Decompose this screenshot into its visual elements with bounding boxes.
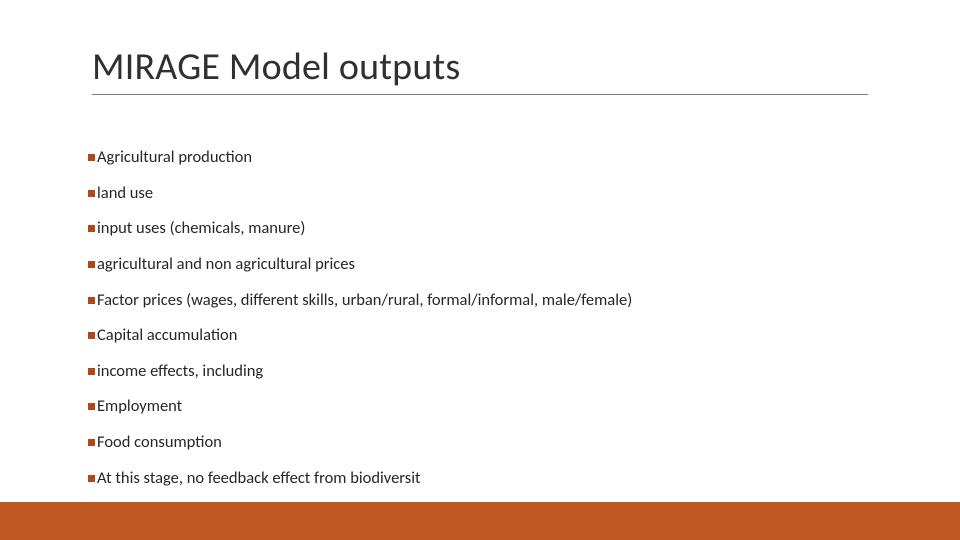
list-item: Capital accumulation bbox=[88, 326, 868, 344]
list-item: agricultural and non agricultural prices bbox=[88, 255, 868, 273]
square-bullet-icon bbox=[88, 332, 95, 339]
list-item: input uses (chemicals, manure) bbox=[88, 219, 868, 237]
list-item-text: agricultural and non agricultural prices bbox=[97, 255, 355, 273]
title-block: MIRAGE Model outputs bbox=[92, 44, 868, 95]
list-item-text: At this stage, no feedback effect from b… bbox=[97, 469, 421, 487]
square-bullet-icon bbox=[88, 297, 95, 304]
square-bullet-icon bbox=[88, 154, 95, 161]
square-bullet-icon bbox=[88, 368, 95, 375]
list-item: Food consumption bbox=[88, 433, 868, 451]
list-item: Factor prices (wages, different skills, … bbox=[88, 291, 868, 309]
square-bullet-icon bbox=[88, 261, 95, 268]
list-item-text: Factor prices (wages, different skills, … bbox=[97, 291, 632, 309]
bullet-list: Agricultural production land use input use… bbox=[88, 148, 868, 487]
list-item-text: income effects, including bbox=[97, 362, 263, 380]
slide-title: MIRAGE Model outputs bbox=[92, 44, 868, 90]
square-bullet-icon bbox=[88, 190, 95, 197]
list-item: land use bbox=[88, 184, 868, 202]
list-item-text: input uses (chemicals, manure) bbox=[97, 219, 305, 237]
list-item-text: land use bbox=[97, 184, 153, 202]
list-item-text: Employment bbox=[97, 397, 182, 415]
slide: MIRAGE Model outputs Agricultural produc… bbox=[0, 0, 960, 540]
list-item: Agricultural production bbox=[88, 148, 868, 166]
list-item: At this stage, no feedback effect from b… bbox=[88, 469, 868, 487]
bottom-accent-bar bbox=[0, 502, 960, 540]
list-item-text: Food consumption bbox=[97, 433, 222, 451]
list-item: Employment bbox=[88, 397, 868, 415]
square-bullet-icon bbox=[88, 225, 95, 232]
list-item-text: Capital accumulation bbox=[97, 326, 237, 344]
square-bullet-icon bbox=[88, 403, 95, 410]
title-underline bbox=[92, 94, 868, 95]
list-item: income effects, including bbox=[88, 362, 868, 380]
list-item-text: Agricultural production bbox=[97, 148, 252, 166]
square-bullet-icon bbox=[88, 439, 95, 446]
square-bullet-icon bbox=[88, 475, 95, 482]
